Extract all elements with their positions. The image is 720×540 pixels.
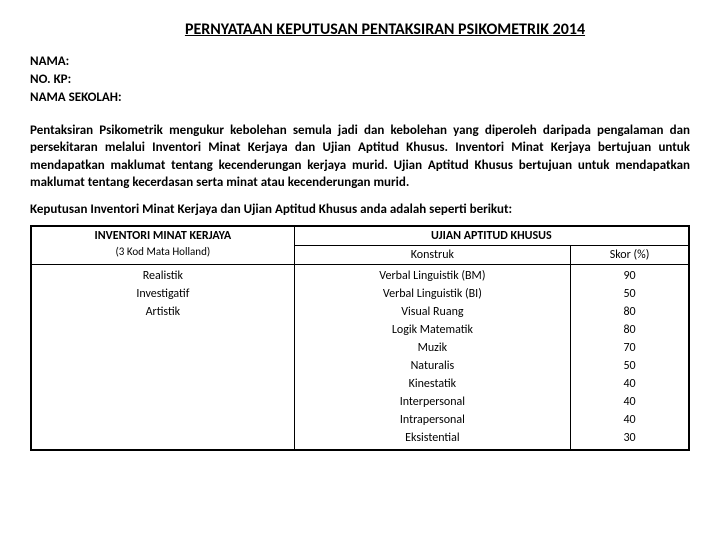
skor-item: 50 xyxy=(575,357,684,375)
konstruk-item: Verbal Linguistik (BI) xyxy=(299,285,566,303)
konstruk-item: Naturalis xyxy=(299,357,566,375)
skor-item: 90 xyxy=(575,267,684,285)
intro-text: Keputusan Inventori Minat Kerjaya dan Uj… xyxy=(30,202,690,217)
header-skor: Skor (%) xyxy=(571,245,689,264)
description-text: Pentaksiran Psikometrik mengukur keboleh… xyxy=(30,122,690,192)
konstruk-item: Logik Matematik xyxy=(299,321,566,339)
results-table: INVENTORI MINAT KERJAYA (3 Kod Mata Holl… xyxy=(30,225,690,451)
skor-item: 50 xyxy=(575,285,684,303)
header-inventori: INVENTORI MINAT KERJAYA xyxy=(36,229,290,243)
page-title: PERNYATAAN KEPUTUSAN PENTAKSIRAN PSIKOME… xyxy=(80,20,690,39)
header-ujian: UJIAN APTITUD KHUSUS xyxy=(294,226,689,246)
konstruk-item: Intrapersonal xyxy=(299,411,566,429)
identity-block: NAMA: NO. KP: NAMA SEKOLAH: xyxy=(30,53,690,108)
header-inventori-sub: (3 Kod Mata Holland) xyxy=(36,243,290,260)
label-sekolah: NAMA SEKOLAH: xyxy=(30,89,690,107)
label-nokp: NO. KP: xyxy=(30,71,690,89)
skor-cell: 90508080705040404030 xyxy=(571,264,689,450)
skor-item: 80 xyxy=(575,321,684,339)
holland-item: Artistik xyxy=(36,303,290,321)
konstruk-item: Muzik xyxy=(299,339,566,357)
konstruk-item: Visual Ruang xyxy=(299,303,566,321)
konstruk-item: Kinestatik xyxy=(299,375,566,393)
holland-item: Realistik xyxy=(36,267,290,285)
konstruk-item: Eksistential xyxy=(299,429,566,447)
header-konstruk: Konstruk xyxy=(294,245,570,264)
skor-item: 80 xyxy=(575,303,684,321)
skor-item: 40 xyxy=(575,375,684,393)
skor-item: 40 xyxy=(575,393,684,411)
konstruk-item: Interpersonal xyxy=(299,393,566,411)
skor-item: 70 xyxy=(575,339,684,357)
label-nama: NAMA: xyxy=(30,53,690,71)
skor-item: 40 xyxy=(575,411,684,429)
skor-item: 30 xyxy=(575,429,684,447)
holland-cell: RealistikInvestigatifArtistik xyxy=(31,264,294,450)
konstruk-cell: Verbal Linguistik (BM)Verbal Linguistik … xyxy=(294,264,570,450)
konstruk-item: Verbal Linguistik (BM) xyxy=(299,267,566,285)
holland-item: Investigatif xyxy=(36,285,290,303)
